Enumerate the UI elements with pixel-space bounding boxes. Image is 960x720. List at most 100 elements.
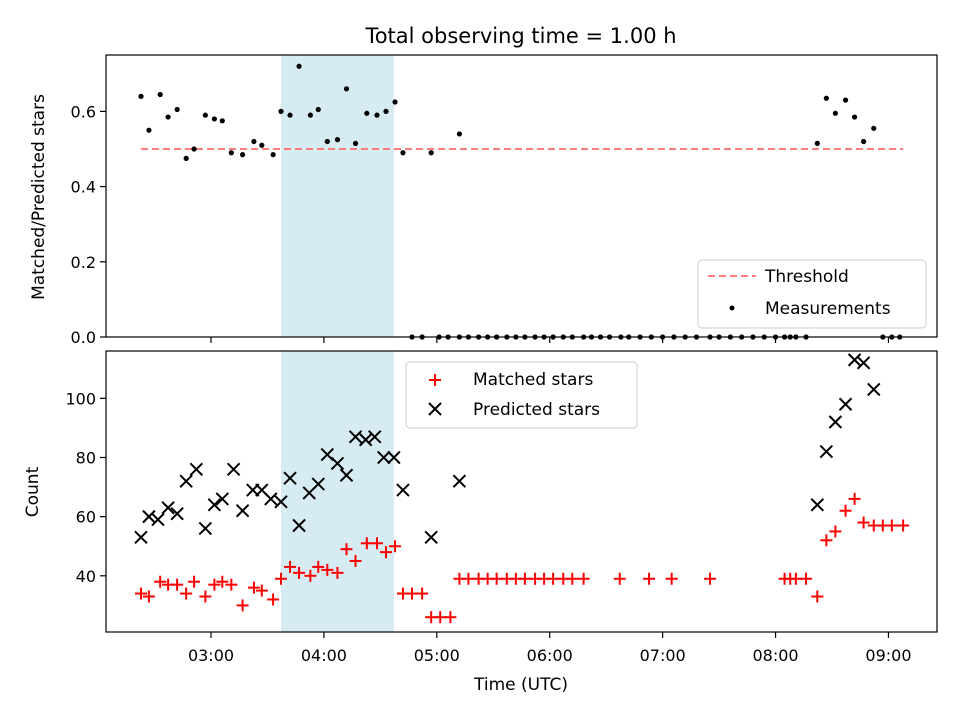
predicted-point <box>828 415 843 429</box>
predicted-point <box>452 474 467 488</box>
measurement-point <box>400 150 406 156</box>
matched-point <box>811 590 824 603</box>
matched-point <box>225 578 238 591</box>
y-tick-label: 60 <box>76 508 96 527</box>
legend-matched-swatch <box>429 374 441 386</box>
predicted-point <box>151 512 165 527</box>
matched-point <box>490 572 503 585</box>
matched-point <box>800 572 813 585</box>
matched-point <box>405 587 418 600</box>
matched-point <box>820 534 833 547</box>
legend-measurements-swatch <box>729 305 735 311</box>
matched-point <box>199 590 212 603</box>
matched-point <box>566 572 579 585</box>
series <box>134 353 881 545</box>
matched-point <box>154 575 167 588</box>
measurement-point <box>183 155 189 161</box>
y-tick-label: 0.0 <box>71 328 96 347</box>
time-x-axis: 03:00 04:00 05:00 06:00 07:00 08:00 09:00 <box>188 632 912 665</box>
legend-predicted-label: Predicted stars <box>473 400 600 420</box>
matched-point <box>267 593 280 606</box>
ratio-y-axis: 0.0 0.2 0.4 0.6 <box>71 102 106 347</box>
matched-point <box>829 525 842 538</box>
legend-measurements-label: Measurements <box>765 299 891 319</box>
matched-point <box>857 516 870 529</box>
matched-point <box>518 572 531 585</box>
matched-point <box>304 569 317 582</box>
matched-point <box>643 572 656 585</box>
measurement-point <box>364 110 370 116</box>
measurement-point <box>823 95 829 101</box>
matched-point <box>416 587 429 600</box>
predicted-point <box>226 462 241 477</box>
predicted-point <box>179 474 193 488</box>
ratio-series <box>138 63 904 340</box>
ratio-y-axis-label: Matched/Predicted stars <box>29 94 49 300</box>
series <box>138 63 877 161</box>
series <box>135 492 910 624</box>
measurement-point <box>374 112 380 118</box>
measurement-point <box>871 125 877 131</box>
measurement-point <box>287 112 293 118</box>
y-tick-label: 40 <box>76 567 96 586</box>
observing-window-band <box>281 55 394 337</box>
count-y-axis-label: Count <box>23 466 43 517</box>
predicted-point <box>867 382 881 397</box>
matched-point <box>885 519 898 532</box>
x-tick-label: 05:00 <box>414 646 460 665</box>
matched-point <box>312 560 325 573</box>
matched-point <box>216 575 229 588</box>
predicted-point <box>358 433 373 447</box>
matched-point <box>171 578 184 591</box>
predicted-point <box>311 477 325 491</box>
measurement-point <box>157 91 163 98</box>
predicted-point <box>348 430 363 444</box>
legend-matched-label: Matched stars <box>473 370 593 390</box>
measurement-point <box>219 118 225 124</box>
count-legend: Matched stars Predicted stars <box>405 361 638 429</box>
measurement-point <box>315 106 321 113</box>
matched-point <box>275 572 288 585</box>
measurement-point <box>259 142 265 148</box>
predicted-point <box>330 456 345 471</box>
observing-window-band <box>281 351 394 632</box>
matched-point <box>444 611 457 624</box>
predicted-point <box>198 521 213 536</box>
x-tick-label: 03:00 <box>188 646 234 665</box>
measurement-point <box>165 114 171 120</box>
count-panel: 40 60 80 100 03:00 04:00 05:00 06:00 07:00 08:00… <box>23 350 938 695</box>
x-tick-label: 06:00 <box>527 646 573 665</box>
ratio-x-ticks <box>210 337 890 343</box>
predicted-point <box>368 430 382 444</box>
matched-point <box>577 572 590 585</box>
predicted-point <box>838 397 853 411</box>
count-y-axis: 40 60 80 100 <box>65 389 106 586</box>
predicted-point <box>207 498 222 512</box>
predicted-point <box>189 462 204 477</box>
matched-point <box>789 572 802 585</box>
predicted-point <box>377 450 391 465</box>
x-tick-label: 08:00 <box>752 646 798 665</box>
predicted-point <box>274 495 288 509</box>
predicted-point <box>424 530 438 545</box>
measurement-point <box>842 97 849 103</box>
measurement-point <box>211 116 217 122</box>
predicted-point <box>215 492 230 506</box>
y-tick-label: 0.6 <box>71 102 96 121</box>
matched-point <box>188 575 201 588</box>
measurement-point <box>392 99 398 105</box>
time-x-axis-label: Time (UTC) <box>473 675 568 695</box>
matched-point <box>360 537 373 550</box>
matched-point <box>331 566 344 579</box>
measurement-point <box>146 127 152 133</box>
predicted-point <box>810 498 825 512</box>
ratio-panel: 0.0 0.2 0.4 0.6 Total observing time = 1.00… <box>29 24 938 347</box>
matched-point <box>349 555 362 568</box>
predicted-point <box>283 471 297 485</box>
measurement-point <box>383 108 389 114</box>
matched-point <box>839 504 852 517</box>
matched-point <box>135 587 148 600</box>
count-series <box>134 353 910 624</box>
predicted-point <box>856 356 871 370</box>
predicted-point <box>847 353 862 367</box>
